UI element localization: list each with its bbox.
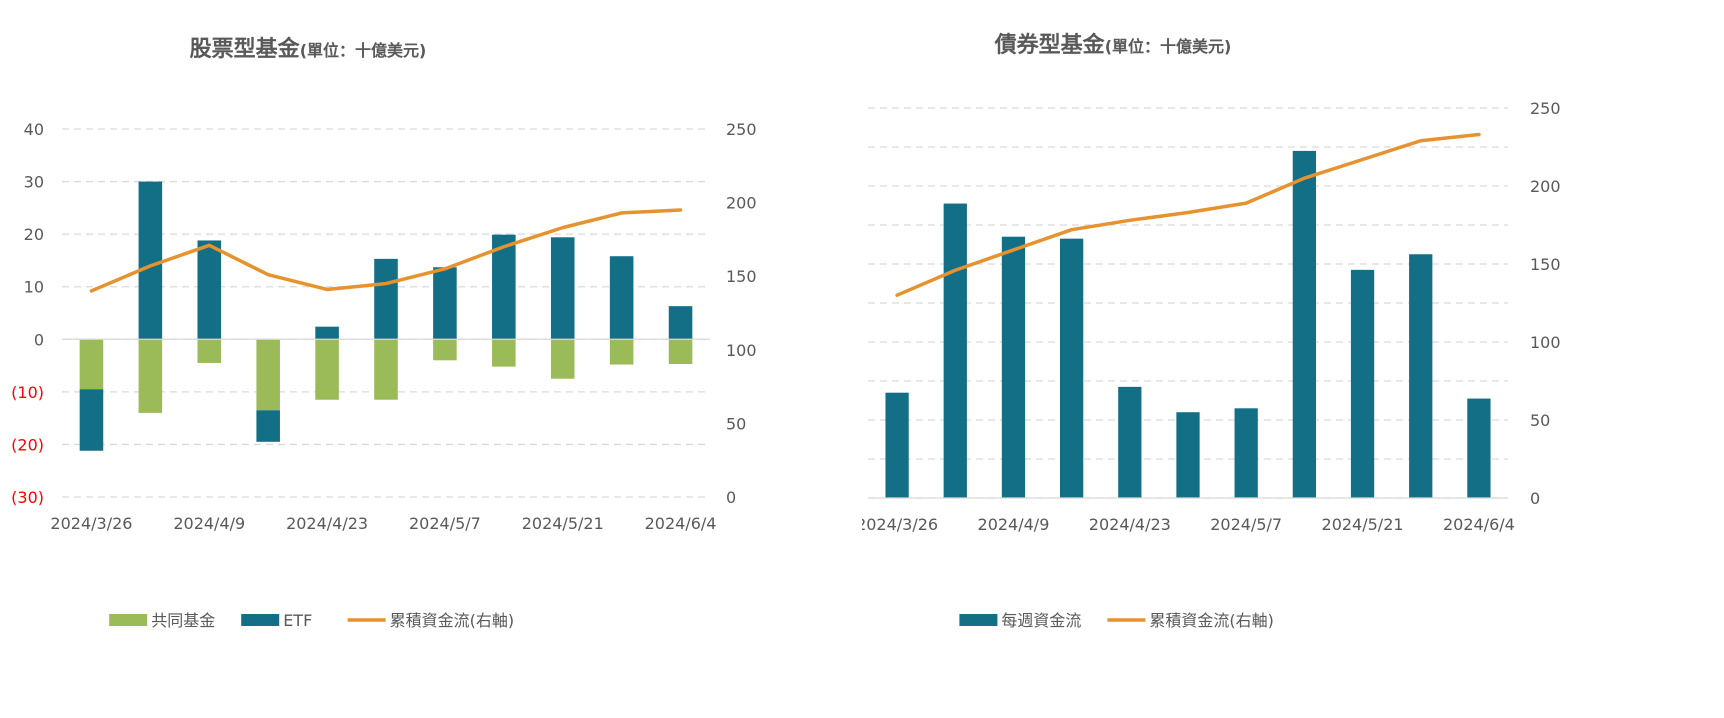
bar bbox=[197, 240, 222, 340]
chart-layer: 債券型基金(單位：十億美元)20181614121086420050100150… bbox=[829, 32, 1561, 630]
bar bbox=[885, 392, 909, 498]
y-right-tick-label: 50 bbox=[726, 414, 746, 433]
legend-swatch bbox=[241, 614, 280, 626]
x-tick-label: 2024/3/26 bbox=[862, 515, 938, 534]
bar bbox=[256, 410, 280, 442]
x-tick-label: 2024/6/4 bbox=[645, 514, 717, 533]
y-left-tick-label: (10) bbox=[11, 383, 44, 402]
x-tick-label: 2024/3/26 bbox=[50, 514, 132, 533]
bar bbox=[374, 339, 398, 400]
bar bbox=[1176, 412, 1200, 498]
bar bbox=[374, 258, 398, 340]
bar bbox=[138, 339, 163, 413]
bar bbox=[1409, 254, 1433, 498]
bar bbox=[1060, 238, 1084, 498]
chart-title: 債券型基金(單位：十億美元) bbox=[994, 32, 1232, 58]
y-right-tick-label: 100 bbox=[1530, 333, 1561, 352]
y-left-tick-label: 20 bbox=[24, 225, 44, 244]
y-right-tick-label: 200 bbox=[1530, 177, 1561, 196]
bar bbox=[1118, 386, 1142, 498]
legend-label: 共同基金 bbox=[151, 611, 215, 630]
bar bbox=[1292, 150, 1316, 498]
x-tick-label: 2024/4/23 bbox=[286, 514, 368, 533]
chart-title: 股票型基金(單位：十億美元) bbox=[190, 36, 427, 62]
y-right-tick-label: 250 bbox=[726, 120, 757, 139]
bar bbox=[1350, 269, 1375, 498]
y-left-tick-label: (30) bbox=[11, 488, 44, 507]
bar bbox=[492, 234, 516, 340]
y-right-tick-label: 0 bbox=[1530, 489, 1540, 508]
bar bbox=[668, 339, 693, 364]
x-tick-label: 2024/5/7 bbox=[1210, 515, 1282, 534]
x-tick-label: 2024/4/23 bbox=[1089, 515, 1171, 534]
x-tick-label: 2024/5/7 bbox=[409, 514, 481, 533]
chart-title-unit: (單位：十億美元) bbox=[1105, 37, 1232, 56]
x-tick-label: 2024/4/9 bbox=[173, 514, 245, 533]
chart-title-unit: (單位：十億美元) bbox=[300, 41, 427, 60]
bar bbox=[1001, 236, 1026, 498]
legend-label: 每週資金流 bbox=[1001, 611, 1081, 630]
bar bbox=[256, 339, 280, 411]
x-tick-label: 2024/4/9 bbox=[978, 515, 1050, 534]
bar bbox=[315, 339, 339, 400]
y-right-tick-label: 150 bbox=[1530, 255, 1561, 274]
y-right-tick-label: 0 bbox=[726, 488, 736, 507]
x-tick-label: 2024/5/21 bbox=[522, 514, 604, 533]
bar bbox=[433, 267, 457, 340]
chart-title-main: 債券型基金 bbox=[994, 32, 1106, 58]
bar bbox=[943, 203, 967, 499]
y-right-tick-label: 50 bbox=[1530, 411, 1550, 430]
x-tick-label: 2024/6/4 bbox=[1443, 515, 1515, 534]
legend-swatch bbox=[109, 614, 148, 626]
chart-title-main: 股票型基金 bbox=[190, 36, 301, 62]
bar bbox=[79, 389, 104, 451]
bond-fund-chart-panel: 債券型基金(單位：十億美元)20181614121086420050100150… bbox=[829, 0, 1724, 714]
bar bbox=[197, 339, 222, 363]
y-right-tick-label: 200 bbox=[726, 194, 757, 213]
y-right-tick-label: 100 bbox=[726, 341, 757, 360]
legend-label: ETF bbox=[283, 611, 312, 630]
bar bbox=[138, 181, 163, 340]
bar bbox=[609, 339, 634, 365]
equity-fund-chart-panel: 股票型基金(單位：十億美元) 40 30 20 10 0 (10) (20) (30) 0 50 10… bbox=[0, 0, 862, 714]
series-line bbox=[895, 132, 1481, 297]
y-right-tick-label: 150 bbox=[726, 267, 757, 286]
bar bbox=[79, 339, 104, 390]
bar bbox=[315, 326, 339, 340]
bar bbox=[550, 237, 575, 340]
series-line bbox=[89, 208, 683, 293]
bar bbox=[433, 339, 457, 361]
bar bbox=[1467, 398, 1491, 498]
y-left-tick-label: 40 bbox=[24, 120, 44, 139]
legend-label: 累積資金流(右軸) bbox=[1149, 611, 1274, 630]
y-left-tick-label: 30 bbox=[24, 173, 44, 192]
y-left-tick-label: 10 bbox=[24, 278, 44, 297]
bar bbox=[668, 306, 693, 340]
bar bbox=[492, 339, 516, 367]
bond-fund-chart: 債券型基金(單位：十億美元)20181614121086420050100150… bbox=[829, 32, 1561, 630]
legend-label: 累積資金流(右軸) bbox=[390, 611, 514, 630]
bar bbox=[550, 339, 575, 379]
legend-swatch bbox=[959, 614, 998, 626]
y-left-tick-label: 0 bbox=[34, 330, 44, 349]
y-left-tick-label: (20) bbox=[11, 435, 44, 454]
x-tick-label: 2024/5/21 bbox=[1322, 515, 1404, 534]
y-right-tick-label: 250 bbox=[1530, 99, 1561, 118]
bar bbox=[609, 256, 634, 340]
bar bbox=[1234, 408, 1258, 498]
